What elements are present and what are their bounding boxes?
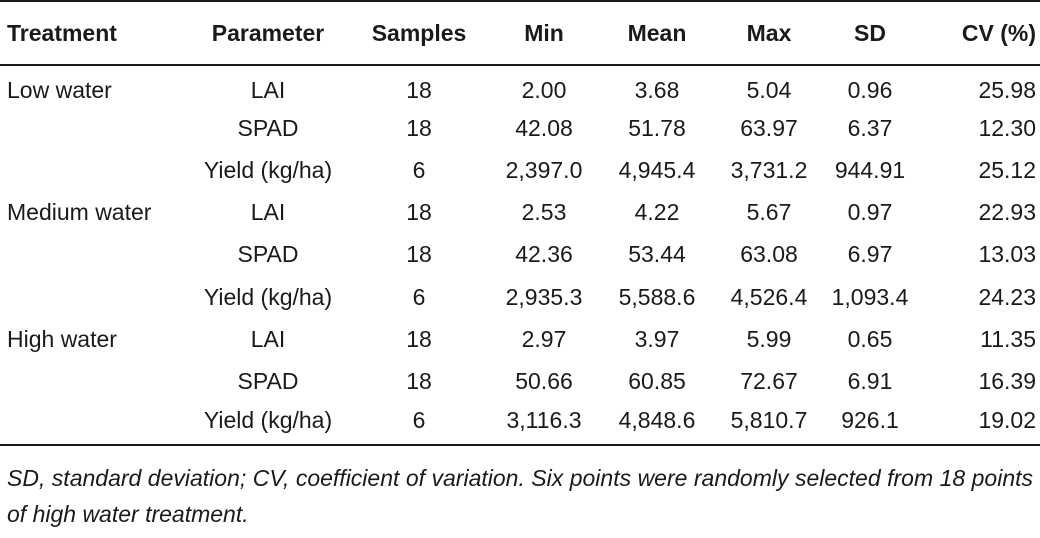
- cell-sd: 0.65: [847, 325, 893, 352]
- cell-samples: 6: [412, 156, 426, 183]
- cell-treatment: [0, 234, 186, 276]
- cell-min: 50.66: [515, 367, 573, 394]
- cell-samples: 6: [412, 283, 426, 310]
- header-cv: CV (%): [916, 0, 1040, 66]
- cell-max: 5.04: [746, 77, 792, 104]
- cell-max: 63.08: [740, 241, 798, 268]
- cell-mean: 5,588.6: [618, 283, 696, 310]
- cell-sd: 944.91: [834, 156, 906, 183]
- header-samples: Samples: [350, 0, 488, 66]
- cell-min: 2,935.3: [505, 283, 583, 310]
- cell-samples: 18: [406, 114, 432, 141]
- cell-mean: 3.68: [634, 77, 680, 104]
- cell-max: 3,731.2: [730, 156, 808, 183]
- cell-sd: 0.96: [847, 77, 893, 104]
- table-row: Yield (kg/ha) 6 2,397.0 4,945.4 3,731.2 944.9…: [0, 149, 1040, 191]
- cell-treatment: [0, 149, 186, 191]
- table-header: Treatment Parameter Samples Min Mean Max…: [0, 0, 1040, 66]
- cell-treatment: High water: [7, 325, 117, 352]
- cell-treatment: Medium water: [7, 199, 152, 226]
- cell-samples: 18: [406, 77, 432, 104]
- table-row: Low water LAI 18 2.00 3.68 5.04 0.96 25.98: [0, 65, 1040, 107]
- cell-min: 42.36: [515, 241, 573, 268]
- cell-samples: 18: [406, 241, 432, 268]
- cell-mean: 60.85: [628, 367, 686, 394]
- header-mean: Mean: [600, 0, 714, 66]
- cell-samples: 18: [406, 325, 432, 352]
- table-row: Yield (kg/ha) 6 3,116.3 4,848.6 5,810.7 926.1…: [0, 402, 1040, 446]
- cell-samples: 18: [406, 199, 432, 226]
- cell-mean: 53.44: [628, 241, 686, 268]
- cell-mean: 4,945.4: [618, 156, 696, 183]
- table-footnote: SD, standard deviation; CV, coefficient …: [7, 465, 1033, 527]
- cell-cv: 11.35: [980, 325, 1036, 352]
- cell-parameter: Yield (kg/ha): [186, 402, 350, 446]
- cell-sd: 6.97: [847, 241, 893, 268]
- cell-treatment: [0, 402, 186, 446]
- cell-treatment: [0, 276, 186, 318]
- statistics-table: Treatment Parameter Samples Min Mean Max…: [0, 0, 1040, 446]
- table-row: SPAD 18 42.08 51.78 63.97 6.37 12.30: [0, 107, 1040, 149]
- cell-min: 2.53: [521, 199, 567, 226]
- cell-min: 2.97: [521, 325, 567, 352]
- cell-cv: 25.98: [978, 77, 1036, 104]
- cell-parameter: SPAD: [237, 114, 299, 141]
- cell-sd: 0.97: [847, 199, 893, 226]
- table-row: Yield (kg/ha) 6 2,935.3 5,588.6 4,526.4 1,093…: [0, 276, 1040, 318]
- cell-max: 5.67: [746, 199, 792, 226]
- header-min: Min: [488, 0, 600, 66]
- cell-min: 42.08: [515, 114, 573, 141]
- cell-cv: 16.39: [978, 367, 1036, 394]
- cell-max: 5.99: [746, 325, 792, 352]
- cell-parameter: LAI: [250, 325, 286, 352]
- cell-min: 2.00: [521, 77, 567, 104]
- cell-treatment: [0, 360, 186, 402]
- cell-mean: 4,848.6: [600, 402, 714, 446]
- cell-max: 72.67: [740, 367, 798, 394]
- cell-parameter: LAI: [250, 77, 286, 104]
- cell-samples: 6: [350, 402, 488, 446]
- cell-parameter: SPAD: [237, 241, 299, 268]
- cell-parameter: LAI: [250, 199, 286, 226]
- cell-sd: 1,093.4: [831, 283, 909, 310]
- cell-treatment: Low water: [7, 77, 112, 104]
- cell-sd: 6.37: [847, 114, 893, 141]
- cell-mean: 51.78: [628, 114, 686, 141]
- cell-mean: 3.97: [634, 325, 680, 352]
- cell-cv: 12.30: [978, 114, 1036, 141]
- table-row: SPAD 18 50.66 60.85 72.67 6.91 16.39: [0, 360, 1040, 402]
- cell-cv: 24.23: [978, 283, 1036, 310]
- cell-treatment: [0, 107, 186, 149]
- cell-mean: 4.22: [634, 199, 680, 226]
- header-sd: SD: [824, 0, 916, 66]
- cell-min: 3,116.3: [488, 402, 600, 446]
- cell-cv: 22.93: [978, 199, 1036, 226]
- header-max: Max: [714, 0, 824, 66]
- cell-cv: 25.12: [978, 156, 1036, 183]
- cell-samples: 18: [406, 367, 432, 394]
- header-treatment: Treatment: [0, 0, 186, 66]
- cell-cv: 19.02: [916, 402, 1040, 446]
- table-row: High water LAI 18 2.97 3.97 5.99 0.65 11.35: [0, 318, 1040, 360]
- cell-cv: 13.03: [978, 241, 1036, 268]
- table-row: SPAD 18 42.36 53.44 63.08 6.97 13.03: [0, 234, 1040, 276]
- cell-max: 5,810.7: [714, 402, 824, 446]
- header-parameter: Parameter: [186, 0, 350, 66]
- cell-parameter: SPAD: [237, 367, 299, 394]
- cell-sd: 6.91: [847, 367, 893, 394]
- cell-parameter: Yield (kg/ha): [203, 283, 333, 310]
- table-row: Medium water LAI 18 2.53 4.22 5.67 0.97 22.93: [0, 192, 1040, 234]
- cell-sd: 926.1: [824, 402, 916, 446]
- table-body: Low water LAI 18 2.00 3.68 5.04 0.96 25.98 SPAD 1…: [0, 65, 1040, 446]
- cell-parameter: Yield (kg/ha): [203, 156, 333, 183]
- cell-min: 2,397.0: [505, 156, 583, 183]
- cell-max: 4,526.4: [730, 283, 808, 310]
- cell-max: 63.97: [740, 114, 798, 141]
- header-row: Treatment Parameter Samples Min Mean Max…: [0, 0, 1040, 66]
